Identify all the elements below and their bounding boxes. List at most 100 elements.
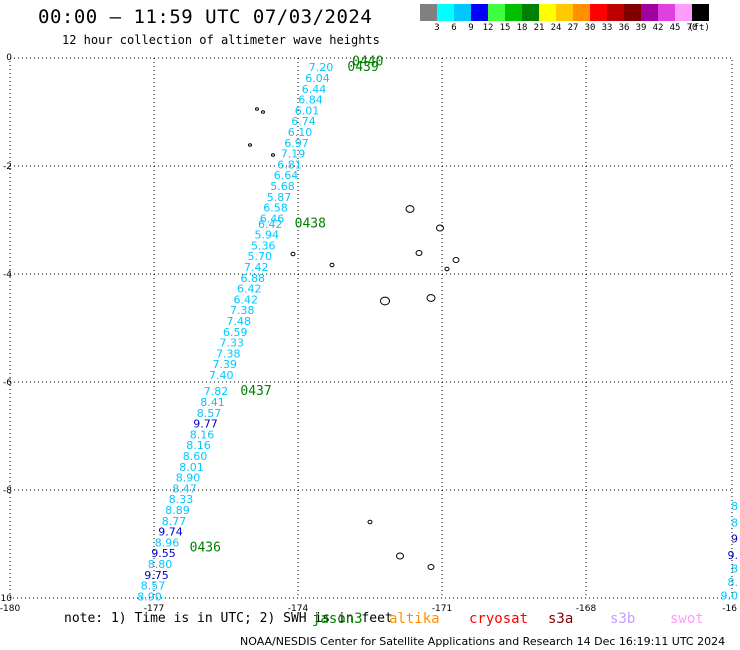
wave-height-label: 8.77	[162, 515, 187, 528]
wave-height-label: 6.42	[234, 293, 259, 306]
wave-height-label: 9	[731, 533, 738, 546]
wave-height-label: 9.77	[193, 418, 218, 431]
wave-height-label: 7.38	[216, 347, 241, 360]
wave-height-label: 7.19	[281, 148, 306, 161]
map-subtitle: 12 hour collection of altimeter wave hei…	[62, 33, 380, 47]
wave-height-label: 9.74	[158, 526, 183, 539]
legend-label: 30	[584, 23, 596, 33]
y-tick-label: -6	[3, 378, 12, 388]
wave-height-label: 8.57	[141, 580, 166, 593]
legend-label: 27	[567, 23, 579, 33]
legend-swatch	[675, 4, 692, 21]
legend-swatch	[607, 4, 624, 21]
legend-swatch	[590, 4, 607, 21]
legend-labels: 3 6 9 12 15 18 21 24 27 30 33 36 39 42 45 70 (ft)	[420, 23, 740, 37]
wave-height-label: 6.46	[260, 212, 285, 225]
wave-height-label: 9.75	[144, 569, 169, 582]
legend-label: 42	[652, 23, 664, 33]
legend-label: 18	[516, 23, 528, 33]
legend-label: 45	[669, 23, 681, 33]
wave-height-label: 6.44	[302, 83, 327, 96]
legend-swatch	[437, 4, 454, 21]
legend-label: 15	[499, 23, 511, 33]
legend-swatch	[658, 4, 675, 21]
wave-height-label: 8.60	[183, 450, 208, 463]
island-outline	[444, 266, 450, 272]
wave-height-label: 5.36	[251, 239, 276, 252]
y-tick-label: -2	[3, 162, 12, 172]
wave-height-label: 7.40	[209, 369, 234, 382]
y-tick-label: -10	[0, 594, 12, 604]
legend-label: 9	[468, 23, 474, 33]
island-outline	[396, 552, 404, 560]
wave-height-label: 9.55	[151, 547, 176, 560]
legend-swatch	[522, 4, 539, 21]
map-frame	[9, 57, 733, 599]
wave-height-label: 5.70	[248, 250, 273, 263]
wave-height-label: 6.81	[277, 158, 302, 171]
wave-height-label: 6.42	[258, 218, 283, 231]
wave-height-label: 8.	[728, 576, 739, 589]
legend-swatches	[420, 4, 709, 21]
wave-height-label: 7.20	[309, 61, 334, 74]
wave-height-label: 8.41	[200, 396, 225, 409]
wave-height-label: 8.90	[137, 590, 162, 603]
wave-height-label: 5.68	[270, 180, 295, 193]
x-tick-label: -177	[144, 604, 164, 614]
wave-height-label: 8.33	[169, 493, 194, 506]
island-outline	[427, 563, 435, 571]
wave-height-label: 6.84	[298, 94, 323, 107]
island-outline	[367, 519, 373, 525]
island-outline	[248, 143, 252, 147]
legend-unit: (ft)	[688, 23, 710, 33]
legend-label: 12	[482, 23, 494, 33]
pass-time-label: 0438	[295, 217, 326, 232]
legend-swatch	[539, 4, 556, 21]
credit-footer: NOAA/NESDIS Center for Satellite Applica…	[240, 635, 726, 648]
wave-height-label: 6.88	[241, 272, 266, 285]
island-outline	[380, 296, 390, 306]
wave-height-label: 8.01	[179, 461, 204, 474]
wave-height-label: 5.87	[267, 191, 292, 204]
x-tick-label: -168	[576, 604, 597, 614]
wave-height-label: 6.42	[237, 283, 262, 296]
island-outline	[405, 205, 415, 213]
y-tick-label: -8	[3, 486, 12, 496]
pass-time-label: 0437	[240, 384, 271, 399]
wave-height-label: 6.59	[223, 326, 248, 339]
satellite-label-s3b: s3b	[610, 611, 636, 627]
island-outline	[436, 224, 444, 232]
x-tick-label: -174	[288, 604, 309, 614]
legend-label: 6	[451, 23, 457, 33]
wave-height-label: 8.16	[186, 439, 211, 452]
x-tick-label: -16	[722, 604, 737, 614]
island-outline	[290, 251, 296, 257]
wave-height-label: 8.47	[172, 482, 197, 495]
wave-height-label: 6.04	[305, 72, 330, 85]
wave-height-label: 7.39	[213, 358, 238, 371]
legend-swatch	[556, 4, 573, 21]
map-title: 00:00 – 11:59 UTC 07/03/2024	[38, 6, 373, 28]
legend-swatch	[573, 4, 590, 21]
x-tick-label: -180	[0, 604, 20, 614]
island-outline	[329, 262, 335, 268]
legend-label: 3	[434, 23, 440, 33]
wave-height-label: 6.58	[263, 202, 288, 215]
wave-height-label: 8.80	[148, 558, 173, 571]
footnote: note: 1) Time is in UTC; 2) SWH is in fe…	[64, 611, 393, 626]
legend-label: 36	[618, 23, 630, 33]
wave-height-label: 7.42	[244, 261, 269, 274]
wave-height-label: 8	[731, 500, 738, 513]
wave-height-label: 8.16	[190, 428, 215, 441]
legend-label: 33	[601, 23, 613, 33]
legend-label: 39	[635, 23, 647, 33]
island-outline	[426, 294, 436, 302]
legend-label: 70	[686, 23, 698, 33]
pass-time-label: 0439	[347, 60, 378, 75]
island-outline	[255, 107, 259, 111]
island-outline	[415, 249, 423, 257]
legend-swatch	[692, 4, 709, 21]
wave-height-label: 7.33	[220, 337, 245, 350]
y-tick-label: -4	[3, 270, 12, 280]
pass-time-label: 0436	[190, 541, 221, 556]
